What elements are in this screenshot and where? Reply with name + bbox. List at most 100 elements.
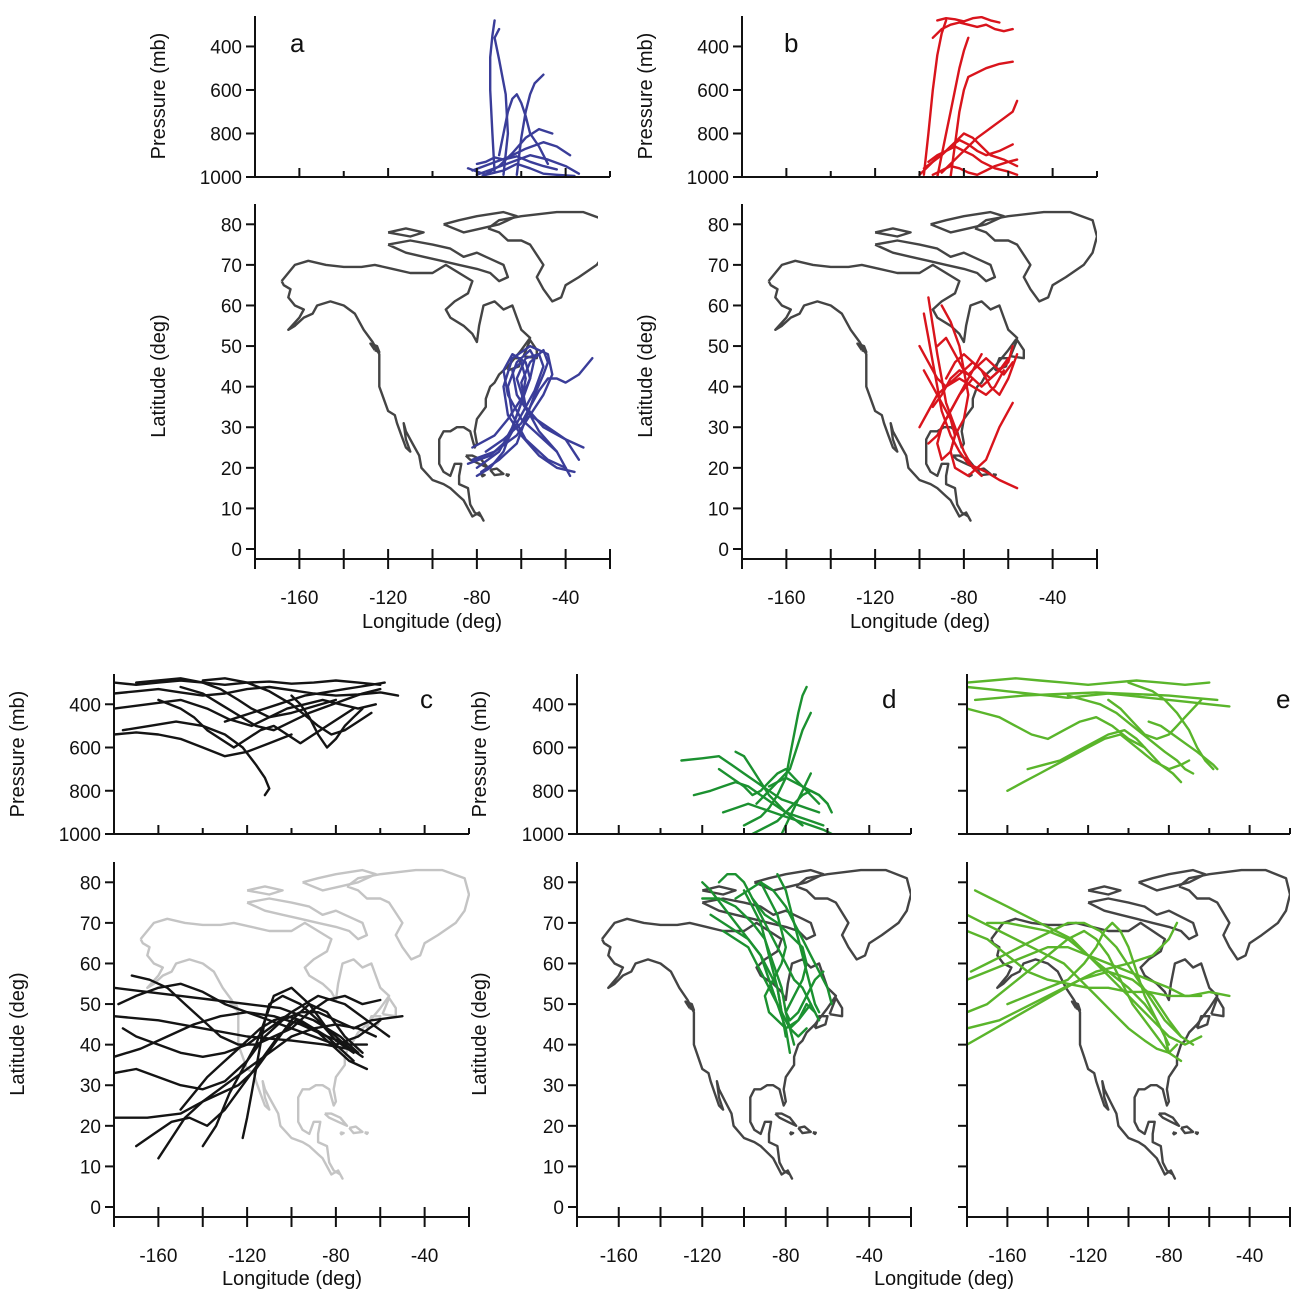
coastline-segment: [1087, 885, 1122, 896]
coastline-segment: [504, 473, 510, 478]
pressure-profile-line: [922, 138, 1014, 170]
pressure-ylabel-c: Pressure (mb): [7, 691, 29, 818]
pressure-profile-line: [1107, 698, 1203, 741]
trajectories-a: [466, 344, 594, 478]
trajectory-line: [471, 353, 558, 453]
panel-label-d: d: [882, 684, 896, 714]
coastline-segment: [480, 473, 486, 478]
coastline-segment: [1070, 1000, 1082, 1012]
coastline-segment: [246, 885, 284, 896]
coastline-segment: [387, 227, 425, 238]
latitude-tick-label: 50: [708, 337, 729, 358]
pressure-profile-line: [931, 158, 1019, 177]
pressure-profile-line: [114, 731, 293, 758]
trajectory-line: [1006, 921, 1171, 1046]
pressure-plot-d: 400 600 800 1000 Pressure (mb) d: [469, 674, 912, 846]
coastline-segment: [930, 210, 1005, 234]
latitude-tick-label: 0: [718, 540, 729, 561]
latitude-ylabel-b: Latitude (deg): [635, 314, 657, 437]
pressure-profile-line: [973, 691, 1219, 702]
longitude-tick-label: -160: [988, 1246, 1026, 1267]
latitude-tick-label: 60: [543, 954, 564, 975]
trajectory-line: [759, 881, 812, 1030]
map-axes-c: 0 10 20 30 40 50 60 70 80 -160 -120 -80 -40: [80, 862, 470, 1267]
latitude-tick-label: 10: [543, 1157, 564, 1178]
coastline-segment: [702, 885, 737, 896]
pressure-profile-line: [734, 750, 804, 827]
coastline-segment: [302, 868, 377, 892]
panel-label-a: a: [290, 28, 305, 58]
coastline-segment: [246, 897, 369, 941]
latitude-tick-label: 60: [80, 954, 101, 975]
pressure-profiles-d: [680, 685, 833, 834]
coastline-segment: [874, 227, 912, 238]
pressure-ylabel-d: Pressure (mb): [469, 691, 491, 818]
panel-b: 400 600 800 1000 Pressure (mb) b 0 10 20 30 40 5…: [635, 16, 1098, 633]
pressure-profiles-c: [114, 677, 400, 797]
trajectory-line: [751, 897, 825, 1022]
longitude-tick-label: -40: [1039, 588, 1066, 609]
coastline-segment: [1138, 868, 1207, 892]
panel-a: 400 600 800 1000 Pressure (mb) a 0 10 20 30 40 5…: [148, 16, 611, 633]
pressure-plot-a: 400 600 800 1000 Pressure (mb) a: [148, 16, 611, 189]
latitude-ylabel-d: Latitude (deg): [469, 972, 491, 1095]
pressure-profile-line: [936, 36, 970, 177]
pressure-profile-line: [755, 711, 812, 805]
coastline-segment: [1171, 1131, 1178, 1136]
coastline-a: [280, 210, 598, 522]
trajectory-line: [721, 929, 808, 1038]
pressure-profile-line: [480, 127, 554, 177]
longitude-tick-label: -160: [600, 1246, 638, 1267]
coastline-segment: [443, 210, 518, 234]
pressure-profile-line: [1026, 729, 1183, 784]
coastline-segment: [812, 1131, 817, 1136]
coastline-b: [767, 210, 1097, 522]
trajectory-line: [967, 921, 1179, 1030]
trajectory-line: [967, 946, 1203, 998]
pressure-profile-line: [922, 19, 948, 177]
longitude-tick-label: -120: [856, 588, 894, 609]
pressure-tick-label: 1000: [687, 168, 729, 189]
pressure-tick-label: 1000: [200, 168, 242, 189]
latitude-tick-label: 20: [708, 459, 729, 480]
latitude-tick-label: 20: [543, 1117, 564, 1138]
longitude-tick-label: -80: [463, 588, 490, 609]
trajectory-line: [776, 873, 821, 1014]
coastline-segment: [387, 239, 510, 283]
longitude-xlabel-a: Longitude (deg): [362, 611, 502, 633]
pressure-tick-label: 800: [210, 124, 242, 145]
pressure-profile-line: [780, 772, 812, 834]
pressure-tick-label: 800: [697, 124, 729, 145]
pressure-profile-line: [940, 99, 1019, 174]
pressure-profiles-e: [967, 677, 1231, 792]
latitude-tick-label: 40: [80, 1036, 101, 1057]
pressure-tick-label: 400: [697, 37, 729, 58]
latitude-tick-label: 30: [221, 418, 242, 439]
panel-label-c: c: [420, 684, 433, 714]
latitude-ylabel-a: Latitude (deg): [148, 314, 170, 437]
pressure-tick-label: 600: [69, 739, 101, 760]
coastline-segment: [753, 868, 825, 892]
pressure-profile-line: [767, 776, 833, 814]
latitude-tick-label: 70: [221, 256, 242, 277]
longitude-tick-label: -160: [767, 588, 805, 609]
coastline-segment: [974, 210, 1097, 303]
latitude-map-e: -160 -120 -80 -40: [958, 862, 1291, 1267]
pressure-profile-line: [680, 755, 821, 814]
longitude-xlabel-c: Longitude (deg): [222, 1268, 362, 1290]
trajectory-line: [936, 336, 1014, 388]
trajectory-line: [944, 353, 1019, 396]
trajectories-d: [701, 873, 833, 1055]
latitude-tick-label: 10: [708, 499, 729, 520]
trajectories-c: [114, 974, 404, 1160]
latitude-tick-label: 70: [80, 914, 101, 935]
coastline-segment: [1178, 868, 1290, 961]
latitude-tick-label: 0: [90, 1198, 101, 1219]
panel-e: e -160 -120 -80 -40: [958, 674, 1291, 1267]
coastline-segment: [363, 1131, 369, 1136]
latitude-tick-label: 0: [231, 540, 242, 561]
pressure-tick-label: 400: [532, 695, 564, 716]
latitude-map-a: 0 10 20 30 40 50 60 70 80 -160 -120 -80 -40 Latitude…: [148, 204, 611, 633]
pressure-tick-label: 600: [210, 81, 242, 102]
